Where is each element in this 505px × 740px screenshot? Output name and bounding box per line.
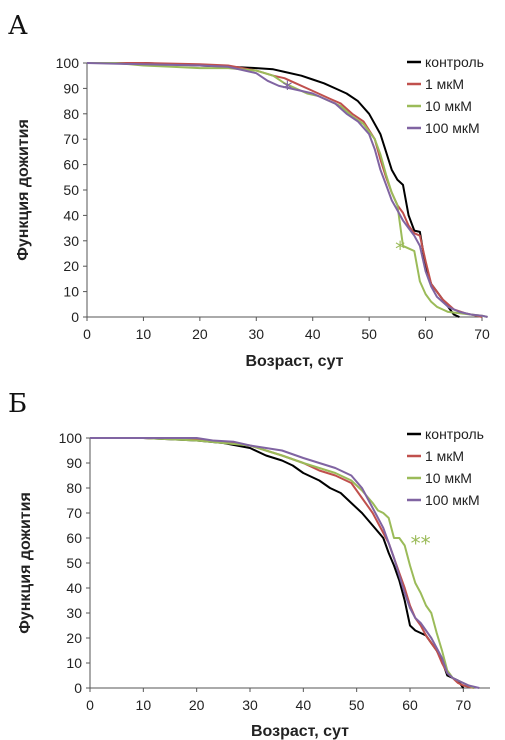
legend-label: контроль (425, 426, 484, 442)
x-tick-label: 10 (136, 697, 152, 713)
series-line-1 (90, 437, 465, 689)
y-tick-label: 40 (66, 580, 82, 596)
significance-marker: ** (411, 532, 431, 556)
x-tick-label: 10 (136, 326, 152, 342)
series-line-2 (87, 62, 483, 318)
y-tick-label: 70 (66, 505, 82, 521)
y-tick-label: 50 (63, 182, 79, 198)
legend-label: контроль (425, 54, 484, 70)
y-tick-label: 20 (66, 630, 82, 646)
panel-label: Б (8, 389, 27, 419)
x-tick-label: 0 (86, 697, 94, 713)
y-tick-label: 100 (56, 55, 80, 71)
x-tick-label: 30 (248, 326, 264, 342)
legend-label: 100 мкМ (425, 492, 480, 508)
x-tick-label: 70 (456, 697, 472, 713)
significance-marker: * (395, 237, 405, 261)
series-line-4 (90, 437, 480, 689)
y-tick-label: 90 (66, 455, 82, 471)
y-tick-label: 30 (63, 233, 79, 249)
y-tick-label: 20 (63, 258, 79, 274)
y-tick-label: 50 (66, 555, 82, 571)
x-tick-label: 60 (418, 326, 434, 342)
series-line-2 (90, 437, 475, 689)
x-tick-label: 20 (192, 326, 208, 342)
series-line-1 (87, 62, 460, 318)
legend-label: 100 мкМ (425, 120, 480, 136)
legend-label: 1 мкМ (425, 76, 464, 92)
series-line-4 (86, 62, 488, 318)
x-tick-label: 20 (189, 697, 205, 713)
y-axis-title: Функция дожития (17, 492, 34, 634)
y-tick-label: 0 (74, 680, 82, 696)
y-axis-title: Функция дожития (15, 119, 32, 261)
x-tick-label: 50 (349, 697, 365, 713)
chart-panel-1: А 0 10 20 30 40 50 60 70 80 90 100 0 10 20 30 40 50 60 70 Во… (8, 11, 490, 370)
y-tick-label: 80 (63, 106, 79, 122)
x-tick-label: 60 (402, 697, 418, 713)
significance-marker: * (282, 77, 292, 101)
x-tick-label: 30 (242, 697, 258, 713)
chart-panel-2: Б 0 10 20 30 40 50 60 70 80 90 100 0 10 20 30 40 50 60 70 Во… (8, 389, 490, 740)
y-tick-label: 80 (66, 480, 82, 496)
y-tick-label: 10 (63, 284, 79, 300)
legend-label: 10 мкМ (425, 470, 472, 486)
y-tick-label: 60 (63, 157, 79, 173)
y-tick-label: 60 (66, 530, 82, 546)
y-tick-label: 30 (66, 605, 82, 621)
y-tick-label: 100 (59, 430, 83, 446)
x-tick-label: 40 (305, 326, 321, 342)
x-tick-label: 40 (296, 697, 312, 713)
legend-label: 10 мкМ (425, 98, 472, 114)
x-tick-label: 70 (474, 326, 490, 342)
y-tick-label: 10 (66, 655, 82, 671)
y-tick-label: 40 (63, 207, 79, 223)
y-tick-label: 0 (71, 309, 79, 325)
y-tick-label: 90 (63, 80, 79, 96)
x-axis-title: Возраст, сут (251, 723, 349, 740)
legend-label: 1 мкМ (425, 448, 464, 464)
panel-label: А (8, 11, 28, 41)
x-tick-label: 50 (361, 326, 377, 342)
x-tick-label: 0 (83, 326, 91, 342)
y-tick-label: 70 (63, 131, 79, 147)
series-line-3 (90, 437, 475, 689)
x-axis-title: Возраст, сут (246, 353, 344, 370)
